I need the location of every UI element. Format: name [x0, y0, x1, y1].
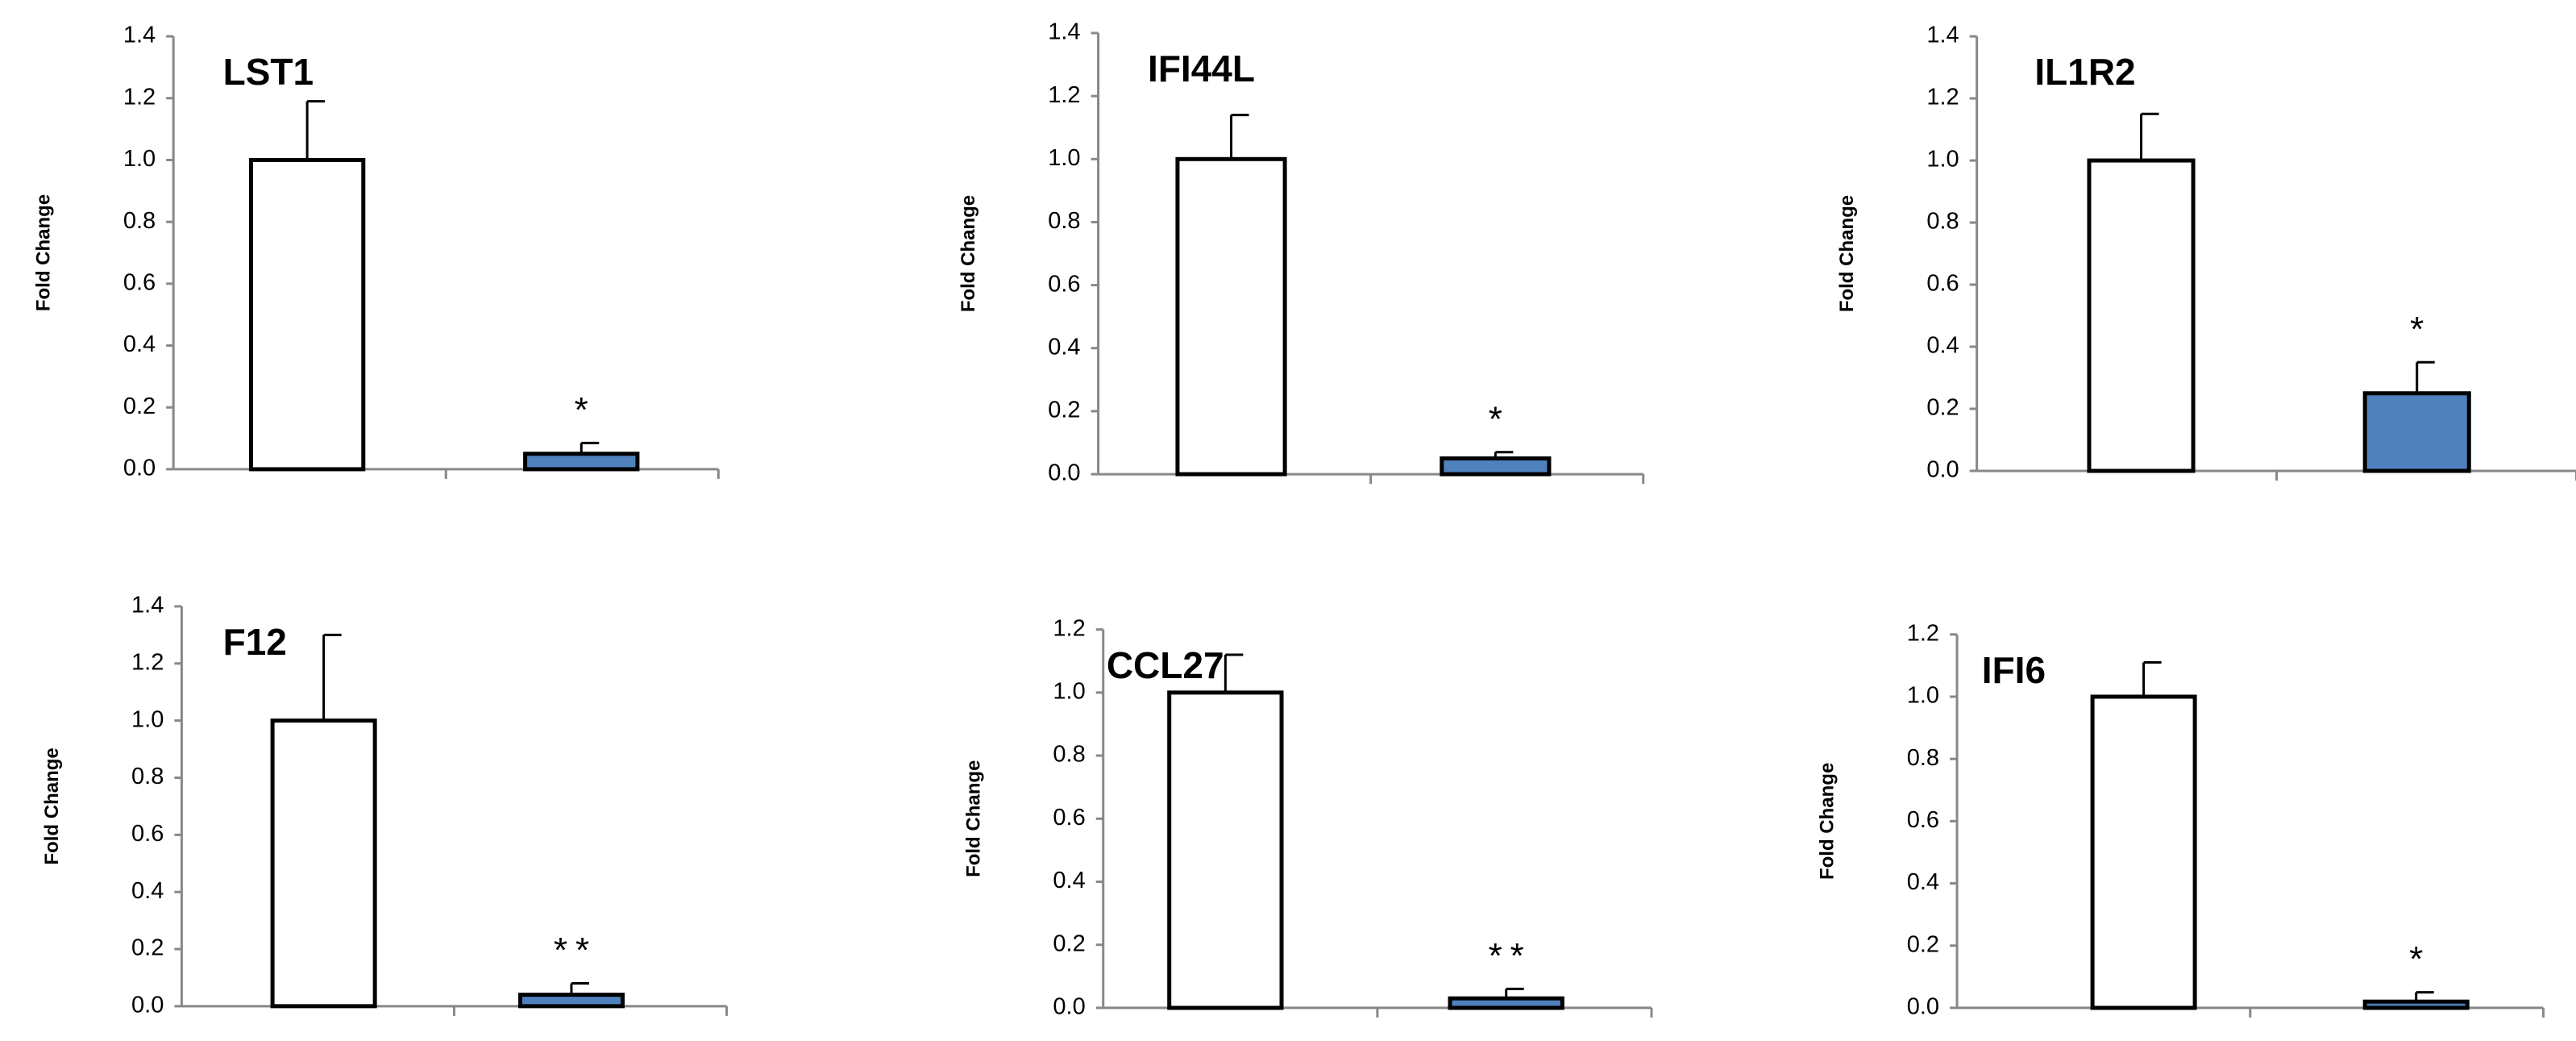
chart-title: IFI6	[1982, 649, 2046, 691]
y-tick-label: 1.0	[1048, 145, 1080, 171]
chart-title: F12	[223, 621, 287, 663]
chart-title: LST1	[223, 51, 314, 93]
y-tick-label: 1.0	[1926, 147, 1959, 173]
chart-panel: Fold Change 0.0 0.2 0.4 0.6 0.8 1.0 1.2 1.4 * IFI4…	[958, 19, 1645, 486]
y-tick-label: 0.8	[123, 208, 156, 234]
y-tick-label: 1.4	[123, 23, 156, 48]
y-tick-label: 1.0	[1053, 679, 1085, 705]
bar	[2087, 158, 2196, 473]
y-tick-label: 0.4	[123, 331, 156, 357]
y-tick-label: 0.6	[131, 821, 164, 847]
y-tick-label: 0.0	[131, 992, 164, 1018]
bar	[2362, 391, 2471, 473]
y-axis-label: Fold Change	[958, 195, 979, 312]
y-tick-label: 1.2	[1053, 615, 1085, 641]
chart-panel: Fold Change 0.0 0.2 0.4 0.6 0.8 1.0 1.2 ** CCL27	[962, 615, 1653, 1020]
bar	[1167, 690, 1284, 1010]
y-tick-label: 0.8	[1926, 209, 1959, 235]
y-tick-label: 0.2	[123, 393, 156, 419]
y-tick-label: 0.8	[1048, 208, 1080, 234]
y-tick-label: 1.4	[1048, 19, 1080, 45]
y-tick-label: 0.2	[131, 935, 164, 961]
bar	[1448, 996, 1564, 1010]
y-tick-label: 0.0	[1926, 457, 1959, 483]
bar	[1175, 156, 1287, 477]
y-tick-label: 0.6	[1907, 807, 1939, 833]
y-axis-label: Fold Change	[33, 194, 55, 311]
bar	[248, 157, 366, 472]
significance-annotation: *	[2409, 939, 2431, 979]
significance-annotation: **	[1489, 936, 1532, 976]
y-tick-label: 0.8	[131, 764, 164, 789]
y-tick-label: 0.6	[1053, 805, 1085, 831]
bar	[1440, 456, 1552, 477]
y-tick-label: 0.2	[1048, 398, 1080, 423]
bar	[2362, 999, 2470, 1010]
y-axis-label: Fold Change	[1836, 195, 1858, 312]
chart-panel: Fold Change 0.0 0.2 0.4 0.6 0.8 1.0 1.2 * IFI6	[1817, 620, 2545, 1020]
chart-panel: Fold Change 0.0 0.2 0.4 0.6 0.8 1.0 1.2 1.4 ** F12	[41, 593, 729, 1018]
y-tick-label: 0.4	[1048, 334, 1080, 360]
y-tick-label: 1.2	[131, 649, 164, 675]
y-tick-label: 1.0	[123, 146, 156, 172]
y-tick-label: 0.6	[1048, 271, 1080, 297]
bar	[523, 452, 640, 472]
significance-annotation: **	[554, 931, 597, 970]
bar	[270, 718, 377, 1009]
y-tick-label: 1.2	[123, 84, 156, 110]
y-tick-label: 0.8	[1907, 745, 1939, 771]
y-axis-label: Fold Change	[1817, 763, 1839, 880]
chart-panel: Fold Change 0.0 0.2 0.4 0.6 0.8 1.0 1.2 1.4 * IL1R…	[1836, 23, 2576, 483]
y-tick-label: 0.4	[1053, 868, 1085, 893]
y-tick-label: 0.4	[131, 878, 164, 904]
y-tick-label: 0.0	[1053, 994, 1085, 1020]
y-tick-label: 1.2	[1907, 620, 1939, 646]
significance-annotation: *	[575, 390, 596, 430]
y-tick-label: 1.0	[1907, 683, 1939, 709]
chart-title: CCL27	[1107, 644, 1224, 686]
y-tick-label: 0.8	[1053, 742, 1085, 768]
y-tick-label: 0.4	[1926, 333, 1959, 359]
y-tick-label: 0.2	[1053, 931, 1085, 956]
y-tick-label: 0.6	[123, 269, 156, 295]
bar	[2090, 694, 2197, 1010]
bar	[517, 993, 625, 1009]
y-tick-label: 1.2	[1048, 82, 1080, 108]
y-tick-label: 0.4	[1907, 869, 1939, 895]
y-tick-label: 0.2	[1907, 931, 1939, 957]
y-tick-label: 0.6	[1926, 271, 1959, 297]
significance-annotation: *	[1489, 399, 1510, 439]
y-tick-label: 0.2	[1926, 395, 1959, 421]
y-tick-label: 1.0	[131, 706, 164, 732]
chart-title: IL1R2	[2034, 51, 2135, 93]
y-axis-label: Fold Change	[41, 747, 63, 864]
y-tick-label: 1.2	[1926, 85, 1959, 110]
y-tick-label: 1.4	[1926, 23, 1959, 48]
chart-title: IFI44L	[1148, 48, 1255, 90]
significance-annotation: *	[2410, 310, 2432, 349]
chart-panel: Fold Change 0.0 0.2 0.4 0.6 0.8 1.0 1.2 1.4 * LST1	[33, 23, 720, 481]
y-tick-label: 0.0	[123, 456, 156, 481]
y-tick-label: 0.0	[1907, 994, 1939, 1020]
y-tick-label: 1.4	[131, 593, 164, 618]
y-axis-label: Fold Change	[962, 760, 984, 877]
y-tick-label: 0.0	[1048, 460, 1080, 486]
